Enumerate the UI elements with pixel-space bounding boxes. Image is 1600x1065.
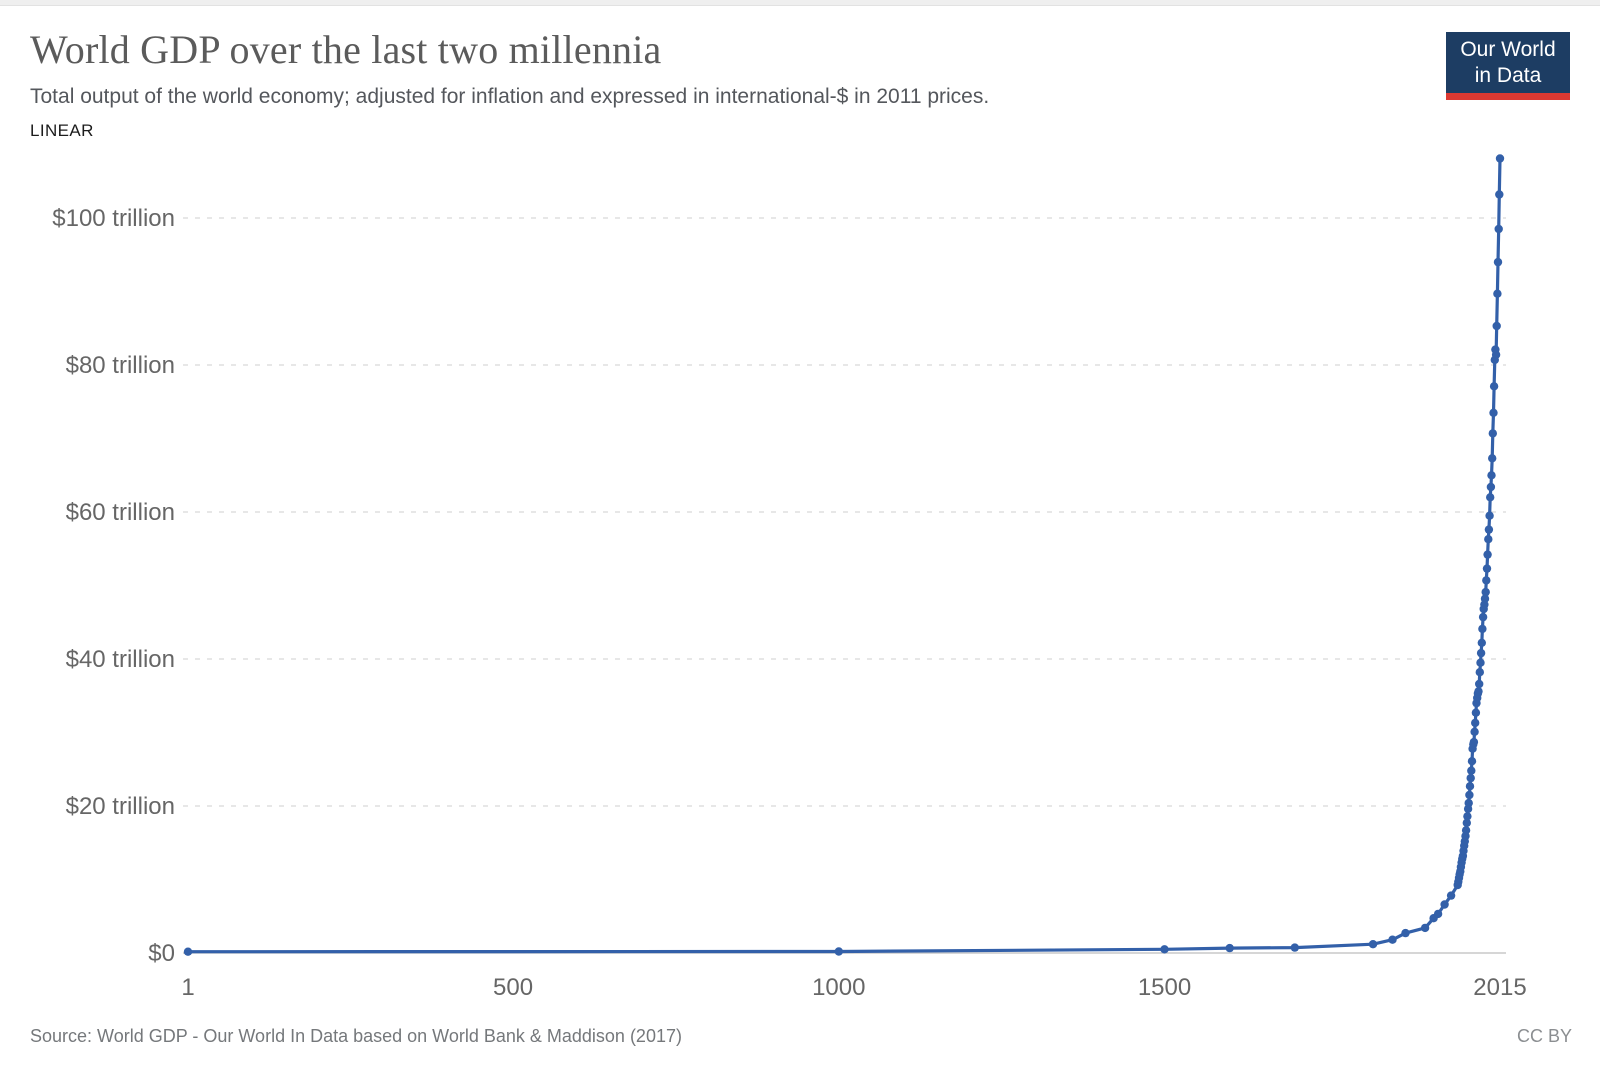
- data-point[interactable]: [834, 947, 843, 956]
- data-point[interactable]: [1440, 900, 1449, 909]
- y-tick-label: $60 trillion: [66, 499, 175, 526]
- data-point[interactable]: [1484, 525, 1494, 534]
- data-point[interactable]: [1465, 782, 1475, 791]
- data-point[interactable]: [1484, 535, 1493, 544]
- data-point[interactable]: [1470, 727, 1479, 736]
- data-point[interactable]: [1471, 718, 1480, 728]
- data-point[interactable]: [1433, 909, 1443, 919]
- data-point[interactable]: [1467, 766, 1476, 775]
- data-point[interactable]: [1478, 612, 1488, 622]
- owid-logo[interactable]: Our World in Data: [1446, 32, 1570, 100]
- data-point[interactable]: [1290, 943, 1300, 952]
- x-tick-label: 1000: [812, 974, 865, 1001]
- top-strip: [0, 0, 1600, 6]
- data-point[interactable]: [1476, 648, 1486, 658]
- data-point[interactable]: [1493, 289, 1502, 298]
- data-point[interactable]: [1492, 321, 1501, 331]
- source-text: Source: World GDP - Our World In Data ba…: [30, 1026, 682, 1046]
- data-point[interactable]: [1482, 576, 1491, 585]
- data-point[interactable]: [1495, 154, 1505, 163]
- data-point[interactable]: [1476, 658, 1485, 667]
- data-point[interactable]: [1466, 773, 1475, 783]
- data-point[interactable]: [1474, 687, 1483, 696]
- owid-logo-text-line2: in Data: [1474, 64, 1542, 87]
- data-point[interactable]: [1493, 257, 1503, 267]
- data-point[interactable]: [1485, 511, 1494, 520]
- data-point[interactable]: [1489, 408, 1498, 417]
- data-point[interactable]: [1488, 429, 1498, 438]
- data-point[interactable]: [1486, 482, 1496, 492]
- data-point[interactable]: [1481, 587, 1490, 597]
- linear-scale-toggle[interactable]: LINEAR: [30, 121, 94, 140]
- data-point[interactable]: [1467, 757, 1477, 766]
- y-tick-label: $0: [148, 940, 175, 967]
- owid-logo-text-line1: Our World: [1460, 38, 1556, 61]
- data-point[interactable]: [1446, 891, 1456, 900]
- x-tick-label: 1: [181, 974, 194, 1001]
- data-point[interactable]: [1420, 923, 1430, 933]
- x-tick-label: 500: [493, 974, 533, 1001]
- data-point[interactable]: [1478, 624, 1487, 634]
- data-point[interactable]: [1488, 454, 1497, 463]
- y-tick-label: $40 trillion: [66, 646, 175, 673]
- data-point[interactable]: [1487, 471, 1496, 480]
- data-point[interactable]: [1461, 826, 1471, 835]
- data-point[interactable]: [1160, 945, 1169, 954]
- chart-subtitle: Total output of the world economy; adjus…: [30, 85, 990, 108]
- data-point[interactable]: [1464, 798, 1473, 808]
- data-point[interactable]: [1486, 493, 1495, 502]
- data-point[interactable]: [1463, 812, 1472, 821]
- data-point[interactable]: [1475, 668, 1485, 677]
- x-tick-label: 1500: [1138, 974, 1191, 1001]
- data-point[interactable]: [1401, 928, 1410, 938]
- license-link[interactable]: CC BY: [1516, 1026, 1572, 1046]
- data-point[interactable]: [1482, 564, 1492, 573]
- data-point[interactable]: [1368, 940, 1378, 949]
- data-point[interactable]: [1471, 708, 1481, 717]
- page-title: World GDP over the last two millennia: [30, 27, 662, 72]
- x-tick-label: 2015: [1473, 974, 1526, 1001]
- data-point[interactable]: [1465, 790, 1474, 800]
- data-point[interactable]: [1388, 935, 1397, 944]
- gdp-line[interactable]: [186, 156, 1502, 954]
- data-point[interactable]: [1469, 737, 1479, 747]
- data-point[interactable]: [1489, 382, 1499, 391]
- data-point[interactable]: [1494, 224, 1503, 234]
- y-tick-label: $80 trillion: [66, 352, 175, 379]
- data-point[interactable]: [183, 947, 193, 956]
- data-point[interactable]: [1462, 818, 1472, 828]
- data-point[interactable]: [1480, 594, 1490, 603]
- data-point[interactable]: [1483, 550, 1492, 559]
- chart-footer: Source: World GDP - Our World In Data ba…: [30, 1026, 1572, 1056]
- data-point[interactable]: [1495, 190, 1504, 199]
- y-tick-label: $100 trillion: [52, 205, 175, 232]
- y-tick-label: $20 trillion: [66, 793, 175, 820]
- data-point[interactable]: [1477, 638, 1487, 647]
- data-point[interactable]: [1225, 943, 1234, 953]
- data-point[interactable]: [1491, 350, 1501, 359]
- data-point[interactable]: [1475, 679, 1484, 689]
